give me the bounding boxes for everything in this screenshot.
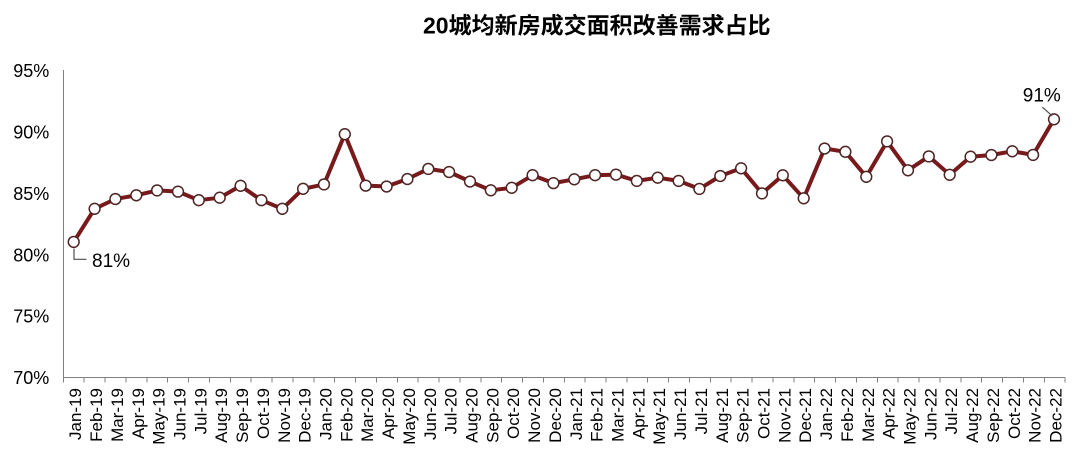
svg-text:Jan-19: Jan-19 xyxy=(66,388,85,440)
svg-text:Feb-19: Feb-19 xyxy=(87,388,106,442)
svg-text:Aug-20: Aug-20 xyxy=(463,388,482,443)
svg-text:Jan-22: Jan-22 xyxy=(817,388,836,440)
svg-text:Sep-22: Sep-22 xyxy=(984,388,1003,443)
svg-text:Jan-21: Jan-21 xyxy=(567,388,586,440)
svg-text:Apr-22: Apr-22 xyxy=(880,388,899,439)
svg-text:Sep-19: Sep-19 xyxy=(233,388,252,443)
svg-text:Feb-22: Feb-22 xyxy=(838,388,857,442)
svg-text:Mar-20: Mar-20 xyxy=(358,388,377,442)
svg-text:Jun-21: Jun-21 xyxy=(671,388,690,440)
svg-text:Jul-20: Jul-20 xyxy=(442,388,461,434)
svg-text:75%: 75% xyxy=(13,307,49,327)
svg-text:Dec-22: Dec-22 xyxy=(1047,388,1066,443)
svg-text:91%: 91% xyxy=(1023,86,1061,107)
svg-text:85%: 85% xyxy=(13,184,49,204)
svg-text:Feb-20: Feb-20 xyxy=(337,388,356,442)
svg-text:May-21: May-21 xyxy=(650,388,669,445)
svg-text:Dec-21: Dec-21 xyxy=(796,388,815,443)
svg-text:Aug-19: Aug-19 xyxy=(212,388,231,443)
svg-text:Jul-21: Jul-21 xyxy=(692,388,711,434)
svg-text:95%: 95% xyxy=(13,61,49,81)
svg-text:Nov-21: Nov-21 xyxy=(775,388,794,443)
svg-text:Jun-19: Jun-19 xyxy=(171,388,190,440)
svg-text:Jan-20: Jan-20 xyxy=(317,388,336,440)
svg-text:Nov-22: Nov-22 xyxy=(1026,388,1045,443)
svg-text:Dec-19: Dec-19 xyxy=(296,388,315,443)
svg-text:20: 20 xyxy=(423,13,449,39)
svg-text:May-19: May-19 xyxy=(150,388,169,445)
svg-text:90%: 90% xyxy=(13,123,49,143)
svg-text:Aug-22: Aug-22 xyxy=(963,388,982,443)
svg-text:Mar-22: Mar-22 xyxy=(859,388,878,442)
svg-text:70%: 70% xyxy=(13,368,49,388)
svg-text:Mar-21: Mar-21 xyxy=(609,388,628,442)
svg-text:Sep-21: Sep-21 xyxy=(734,388,753,443)
svg-text:Nov-20: Nov-20 xyxy=(525,388,544,443)
svg-text:Nov-19: Nov-19 xyxy=(275,388,294,443)
svg-text:Sep-20: Sep-20 xyxy=(483,388,502,443)
svg-text:Apr-19: Apr-19 xyxy=(129,388,148,439)
svg-text:Feb-21: Feb-21 xyxy=(588,388,607,442)
svg-text:Oct-21: Oct-21 xyxy=(755,388,774,439)
svg-text:Jul-19: Jul-19 xyxy=(191,388,210,434)
svg-text:Aug-21: Aug-21 xyxy=(713,388,732,443)
svg-text:Oct-20: Oct-20 xyxy=(504,388,523,439)
svg-text:May-22: May-22 xyxy=(901,388,920,445)
svg-text:Jun-20: Jun-20 xyxy=(421,388,440,440)
svg-text:Oct-22: Oct-22 xyxy=(1005,388,1024,439)
svg-text:Apr-20: Apr-20 xyxy=(379,388,398,439)
svg-text:81%: 81% xyxy=(92,251,130,272)
svg-text:Dec-20: Dec-20 xyxy=(546,388,565,443)
svg-text:80%: 80% xyxy=(13,245,49,265)
svg-text:Oct-19: Oct-19 xyxy=(254,388,273,439)
svg-text:Apr-21: Apr-21 xyxy=(629,388,648,439)
svg-text:Mar-19: Mar-19 xyxy=(108,388,127,442)
svg-text:May-20: May-20 xyxy=(400,388,419,445)
svg-text:Jun-22: Jun-22 xyxy=(921,388,940,440)
svg-text:Jul-22: Jul-22 xyxy=(942,388,961,434)
